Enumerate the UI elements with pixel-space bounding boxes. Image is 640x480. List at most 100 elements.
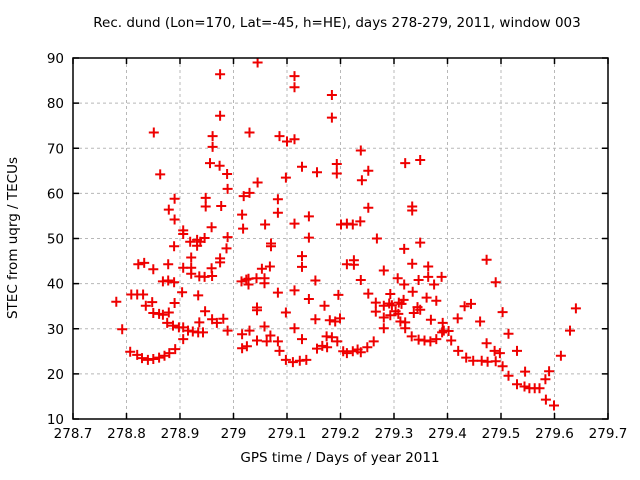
scatter-point-plus [452,313,463,324]
scatter-point-plus [363,165,374,176]
scatter-point-plus [415,237,426,248]
scatter-point-plus [534,383,545,394]
scatter-point-plus [386,300,397,311]
scatter-point-plus [461,352,472,363]
scatter-point-plus [425,314,436,325]
scatter-point-plus [319,300,330,311]
y-tick-label: 40 [47,277,64,293]
scatter-point-plus [287,357,298,368]
scatter-point-plus [540,394,551,405]
scatter-point-plus [303,211,314,222]
scatter-point-plus [446,335,457,346]
scatter-point-plus [185,236,196,247]
scatter-point-plus [148,264,159,275]
scatter-point-plus [475,316,486,327]
scatter-point-plus [355,347,366,358]
scatter-point-plus [356,175,367,186]
scatter-point-plus [138,289,149,300]
scatter-point-plus [503,328,514,339]
scatter-point-plus [331,159,342,169]
scatter-point-plus [398,294,409,305]
scatter-point-plus [407,205,418,216]
scatter-point-plus [148,127,159,138]
scatter-point-plus [154,352,165,363]
scatter-point-plus [312,167,322,178]
scatter-point-plus [297,261,307,272]
scatter-point-plus [186,252,197,263]
scatter-point-plus [260,219,271,230]
scatter-point-plus [169,214,180,225]
scatter-point-plus [503,370,514,381]
scatter-point-plus [348,259,359,270]
scatter-point-plus [406,331,417,342]
scatter-point-plus [163,307,174,318]
scatter-point-plus [272,207,283,218]
scatter-point-plus [206,222,217,233]
data-points [111,57,581,411]
scatter-point-plus [200,201,211,212]
scatter-point-plus [237,209,248,220]
scatter-point-plus [549,400,559,411]
scatter-point-plus [362,342,373,353]
scatter-point-plus [407,286,418,297]
scatter-point-plus [331,168,342,179]
scatter-point-plus [392,273,403,284]
scatter-point-plus [326,332,337,343]
scatter-point-plus [111,296,122,307]
scatter-point-plus [413,275,424,285]
scatter-point-plus [322,342,333,353]
scatter-point-plus [481,254,492,265]
scatter-point-plus [266,241,276,252]
scatter-point-plus [565,325,575,336]
scatter-point-plus [163,204,174,215]
scatter-point-plus [297,161,307,172]
scatter-point-plus [244,187,255,198]
scatter-point-plus [139,257,150,268]
scatter-point-plus [157,309,168,320]
scatter-point-plus [205,158,215,169]
scatter-point-plus [421,292,432,303]
scatter-point-plus [425,336,436,347]
scatter-point-plus [399,279,410,290]
tick-labels: 278.7 278.8 278.9 279 279.1 279.2 279.3 279.4 27… [47,51,628,442]
y-tick-label: 30 [47,322,64,338]
x-tick-label: 278.7 [54,426,93,442]
scatter-point-plus [312,343,322,354]
scatter-point-plus [520,366,531,377]
scatter-point-plus [332,336,343,347]
scatter-point-plus [289,82,300,93]
scatter-point-plus [378,312,389,323]
scatter-point-plus [265,330,276,341]
scatter-point-plus [385,310,396,321]
scatter-point-plus [237,329,248,340]
scatter-point-plus [407,258,418,269]
x-tick-label: 279.6 [535,426,574,442]
scatter-point-plus [178,262,189,273]
scatter-point-plus [140,300,151,311]
scatter-point-plus [207,271,218,281]
scatter-point-plus [207,131,218,142]
scatter-point-plus [355,145,366,156]
x-tick-label: 279 [221,426,247,442]
scatter-point-plus [272,336,283,347]
scatter-point-plus [301,354,312,365]
x-tick-label: 279.3 [375,426,414,442]
scatter-point-plus [385,289,396,299]
scatter-point-plus [399,243,410,254]
scatter-point-plus [335,313,345,324]
scatter-point-plus [137,353,147,364]
x-tick-label: 279.7 [589,426,628,442]
scatter-point-plus [437,317,448,328]
y-tick-label: 90 [47,51,64,67]
scatter-point-plus [215,257,226,268]
scatter-point-plus [168,320,178,331]
scatter-point-plus [215,110,226,121]
scatter-point-plus [163,259,174,270]
scatter-point-plus [244,127,255,138]
scatter-point-plus [289,71,300,82]
scatter-point-plus [169,277,180,288]
scatter-point-plus [393,308,404,319]
scatter-point-plus [326,112,337,123]
